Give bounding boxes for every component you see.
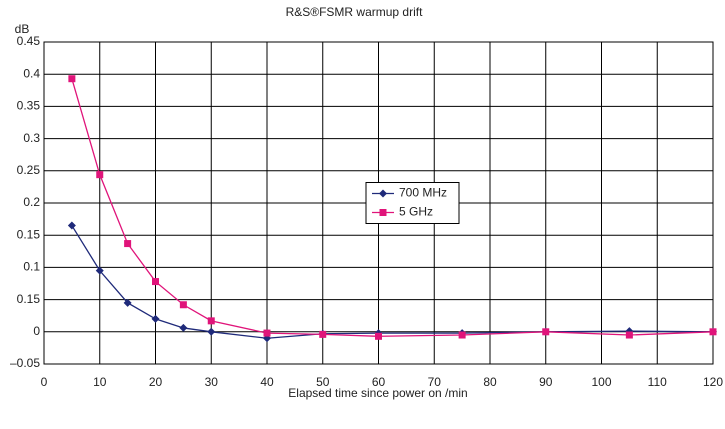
x-tick-label: 90 [539, 375, 553, 389]
data-point [625, 331, 633, 339]
y-tick-label: 0.45 [17, 34, 41, 48]
data-point [152, 278, 159, 286]
y-tick-label: 0.35 [17, 99, 41, 113]
legend-label: 700 MHz [399, 186, 447, 200]
data-point [709, 328, 717, 336]
x-tick-label: 60 [372, 375, 386, 389]
x-tick-label: 50 [316, 375, 330, 389]
series-line [71, 225, 714, 339]
x-tick-label: 40 [260, 375, 274, 389]
legend-marker [379, 209, 387, 216]
y-tick-label: 0.15 [17, 292, 41, 306]
data-point [458, 331, 466, 339]
data-point [151, 314, 160, 323]
x-tick-label: 80 [483, 375, 497, 389]
data-point [207, 327, 216, 336]
y-tick-label: 0.1 [23, 260, 40, 274]
y-tick-label: –0.05 [10, 356, 40, 370]
x-tick-label: 10 [93, 375, 107, 389]
x-tick-label: 70 [428, 375, 442, 389]
legend-marker [379, 189, 387, 198]
legend-label: 5 GHz [399, 205, 433, 219]
x-tick-label: 100 [591, 375, 611, 389]
data-point [124, 240, 132, 248]
x-tick-label: 0 [41, 375, 48, 389]
x-tick-label: 110 [648, 375, 667, 389]
data-point [179, 301, 187, 309]
y-tick-label: 0.25 [17, 163, 41, 177]
data-point [96, 171, 104, 179]
x-tick-label: 120 [703, 375, 723, 389]
legend: 700 MHz 5 GHz [365, 182, 460, 224]
y-axis-label: dB [15, 22, 30, 36]
x-tick-label: 30 [205, 375, 219, 389]
legend-box [365, 182, 460, 224]
data-point [67, 221, 76, 230]
y-tick-label: 0 [33, 324, 40, 338]
y-tick-label: 0.4 [23, 66, 40, 80]
data-point [179, 323, 188, 332]
x-axis-label: Elapsed time since power on /min [288, 386, 467, 400]
x-tick-label: 20 [149, 375, 163, 389]
chart-title: R&S®FSMR warmup drift [286, 5, 424, 19]
y-tick-label: 0.2 [23, 195, 40, 209]
y-tick-label: 0.3 [23, 131, 40, 145]
data-point [207, 317, 215, 325]
data-point [375, 332, 382, 340]
data-point [95, 266, 104, 275]
data-point [319, 330, 327, 338]
y-tick-label: 0.15 [17, 227, 41, 241]
data-point [263, 329, 271, 337]
data-point [68, 75, 76, 83]
data-point [542, 328, 550, 336]
data-point [123, 298, 132, 307]
